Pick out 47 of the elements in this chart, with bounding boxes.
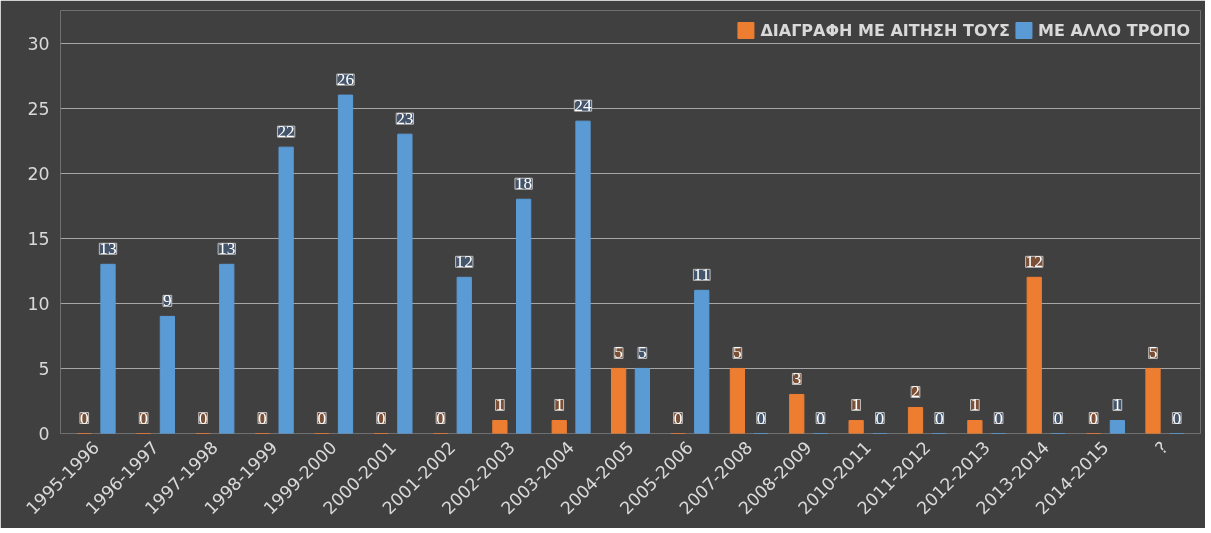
- x-tick-label: ?: [1151, 437, 1172, 459]
- data-label: 5: [1148, 343, 1158, 363]
- data-label: 9: [163, 291, 172, 311]
- data-label: 0: [1053, 408, 1063, 428]
- legend-label: ΔΙΑΓΡΑΦΗ ΜΕ ΑΙΤΗΣΗ ΤΟΥΣ: [760, 20, 1011, 40]
- data-label: 1: [970, 395, 980, 415]
- y-tick-label: 20: [27, 163, 50, 184]
- data-label: 0: [139, 408, 148, 428]
- data-label: 18: [514, 174, 533, 194]
- y-tick-label: 10: [27, 293, 50, 314]
- data-label: 5: [733, 343, 742, 363]
- data-label: 0: [258, 408, 267, 428]
- data-label: 11: [693, 265, 711, 285]
- data-label: 5: [638, 343, 647, 363]
- data-label: 1: [851, 395, 861, 415]
- data-label: 26: [336, 70, 355, 90]
- data-label: 1: [495, 395, 505, 415]
- data-label: 12: [1025, 252, 1043, 272]
- data-label: 1: [1113, 395, 1122, 415]
- y-tick-label: 0: [38, 424, 50, 444]
- data-label: 22: [277, 122, 295, 142]
- y-tick-label: 15: [27, 228, 50, 249]
- data-label: 0: [816, 408, 825, 428]
- data-label: 0: [994, 408, 1003, 428]
- data-label: 0: [1089, 408, 1098, 428]
- data-label: 1: [554, 395, 564, 415]
- data-label: 0: [317, 408, 327, 428]
- data-label: 0: [1172, 408, 1182, 428]
- data-label: 13: [99, 239, 117, 259]
- y-tick-label: 30: [27, 33, 50, 54]
- data-label: 23: [396, 109, 414, 129]
- legend-label: ΜΕ ΑΛΛΟ ΤΡΟΠΟ: [1038, 20, 1190, 40]
- data-label: 0: [198, 408, 208, 428]
- y-tick-label: 25: [27, 98, 50, 119]
- y-tick-label: 5: [38, 358, 50, 379]
- data-label: 2: [911, 382, 920, 402]
- data-label: 12: [455, 252, 473, 272]
- data-label: 0: [934, 408, 944, 428]
- data-label: 0: [79, 408, 89, 428]
- data-label: 0: [673, 408, 683, 428]
- data-label: 3: [792, 369, 802, 389]
- data-label: 5: [614, 343, 623, 363]
- data-label: 0: [875, 408, 885, 428]
- data-label: 0: [376, 408, 386, 428]
- data-label: 13: [218, 239, 236, 259]
- data-label: 0: [436, 408, 445, 428]
- data-label: 0: [756, 408, 766, 428]
